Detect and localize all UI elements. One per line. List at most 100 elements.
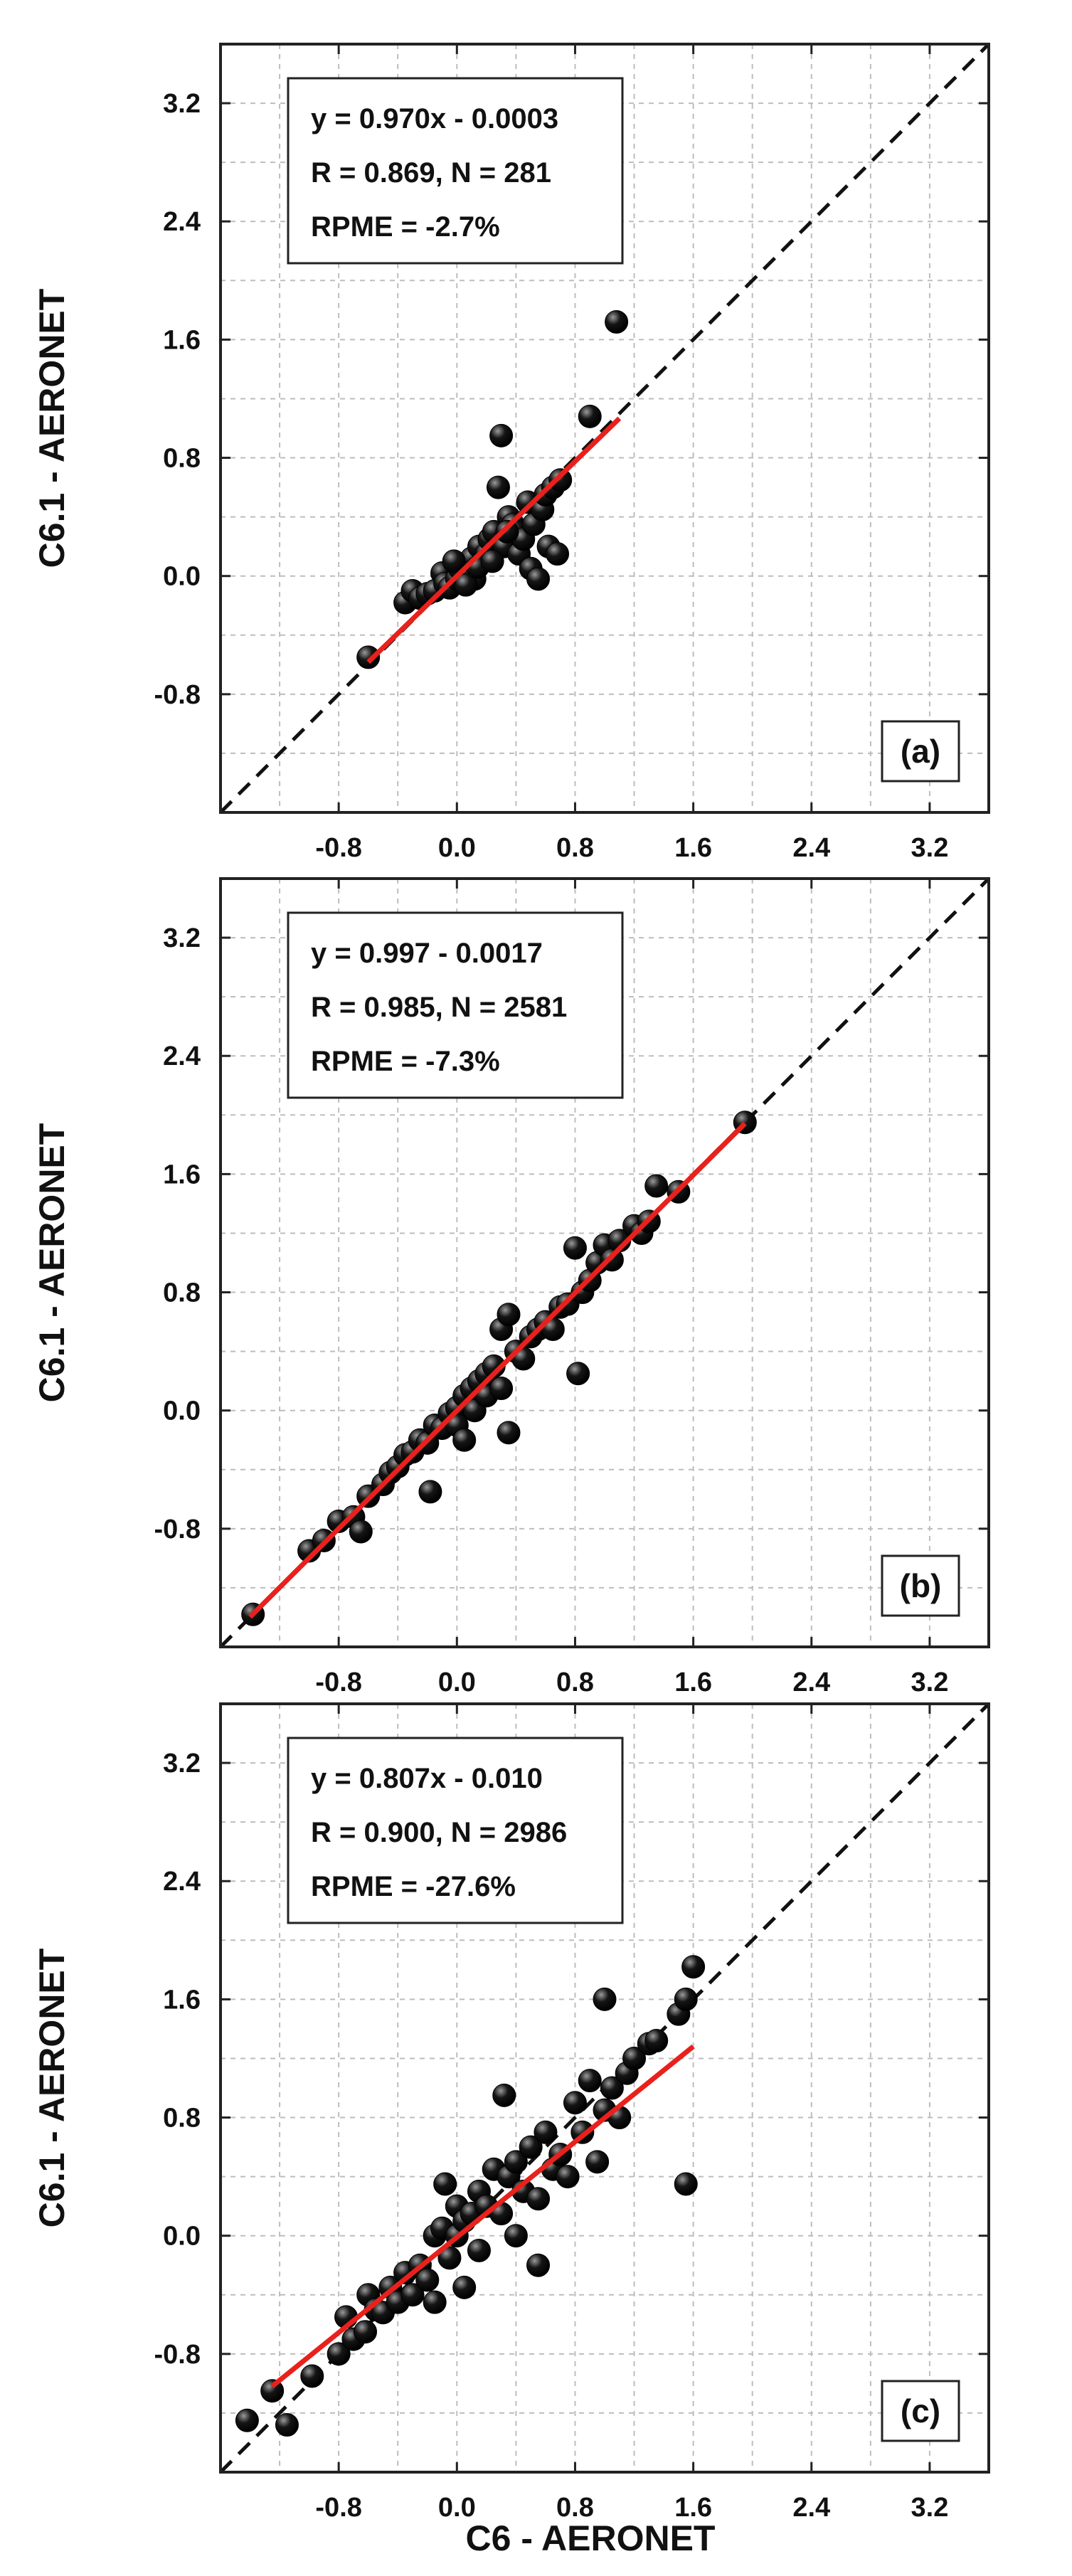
- data-point: [526, 567, 551, 591]
- data-point: [433, 2172, 457, 2196]
- data-point: [480, 549, 504, 573]
- x-tick-label: 3.2: [911, 833, 949, 863]
- stats-box: [287, 77, 624, 265]
- data-point: [563, 1236, 587, 1260]
- data-point: [454, 573, 478, 597]
- data-point: [467, 2238, 491, 2262]
- scatter-panel-c: -0.8 0.0 0.8 1.6 2.4 3.2 -0.8 0.0 0.8 1.6 2.4 3.2 C6…: [32, 1702, 990, 2523]
- data-point: [546, 542, 570, 566]
- shared-x-axis-label: C6 - AERONET: [466, 2518, 716, 2558]
- data-point: [504, 2150, 528, 2174]
- data-point: [275, 2413, 299, 2437]
- x-tick-label: -0.8: [315, 833, 361, 863]
- stats-line: y = 0.807x - 0.010: [311, 1763, 543, 1794]
- data-point: [534, 2120, 558, 2144]
- x-tick-label: 2.4: [792, 2493, 830, 2523]
- regression-line: [270, 2044, 695, 2389]
- data-point: [585, 2150, 610, 2174]
- data-point: [423, 2290, 447, 2314]
- data-point: [442, 549, 466, 573]
- y-tick-label: 2.4: [163, 1867, 201, 1897]
- data-point: [644, 2029, 669, 2053]
- scatter-panel-b: -0.8 0.0 0.8 1.6 2.4 3.2 -0.8 0.0 0.8 1.6 2.4 3.2 C6…: [32, 877, 990, 1697]
- data-point: [578, 2069, 602, 2093]
- data-point: [349, 1520, 373, 1544]
- y-tick-label: 2.4: [163, 1041, 201, 1071]
- data-point: [497, 1421, 521, 1445]
- data-point: [356, 645, 381, 669]
- panel-tag-box: [881, 2380, 960, 2442]
- stats-line: R = 0.985, N = 2581: [311, 992, 567, 1023]
- panel-tag-label: (c): [901, 2392, 940, 2429]
- data-point: [482, 1354, 506, 1378]
- regression-line: [248, 1121, 747, 1619]
- data-point: [489, 423, 514, 447]
- data-point: [548, 468, 573, 492]
- x-tick-label: 0.8: [556, 2493, 594, 2523]
- data-point: [526, 2253, 551, 2277]
- data-point: [489, 1377, 514, 1401]
- y-tick-label: -0.8: [154, 1515, 201, 1544]
- data-point: [235, 2408, 259, 2432]
- data-point: [566, 1362, 590, 1386]
- data-point: [492, 2083, 516, 2107]
- data-point: [644, 1174, 669, 1198]
- regression-line: [366, 416, 622, 664]
- y-tick-label: 2.4: [163, 207, 201, 237]
- data-point: [452, 1428, 477, 1452]
- data-point: [300, 2364, 324, 2388]
- stats-line: y = 0.970x - 0.0003: [311, 103, 558, 134]
- data-point: [327, 2342, 351, 2366]
- y-tick-label: 0.0: [163, 562, 201, 592]
- x-tick-label: 0.8: [556, 833, 594, 863]
- identity-line: [221, 44, 989, 812]
- data-point: [526, 2187, 551, 2211]
- y-axis-label: C6.1 - AERONET: [32, 1949, 72, 2228]
- data-point: [418, 1480, 442, 1504]
- data-point: [600, 2076, 624, 2100]
- panel-tag-label: (a): [901, 733, 940, 770]
- data-point: [400, 2283, 425, 2307]
- x-tick-label: -0.8: [315, 2493, 361, 2523]
- data-point: [681, 1955, 706, 1979]
- data-point: [504, 2224, 528, 2248]
- stats-line: R = 0.869, N = 281: [311, 157, 551, 189]
- data-point: [437, 2246, 462, 2270]
- stats-line: R = 0.900, N = 2986: [311, 1817, 567, 1848]
- x-tick-label: 3.2: [911, 2493, 949, 2523]
- x-tick-label: -0.8: [315, 1668, 361, 1697]
- x-tick-label: 3.2: [911, 1668, 949, 1697]
- data-point: [674, 2172, 698, 2196]
- data-point: [354, 2320, 378, 2344]
- data-point: [578, 404, 602, 428]
- x-tick-label: 0.8: [556, 1668, 594, 1697]
- y-tick-label: 3.2: [163, 923, 201, 953]
- plot-frame: [219, 1702, 990, 2474]
- stats-box: [287, 911, 624, 1099]
- y-tick-label: 1.6: [163, 1985, 201, 2015]
- y-tick-label: 0.0: [163, 2222, 201, 2252]
- data-point: [563, 2091, 587, 2115]
- x-tick-label: 2.4: [792, 833, 830, 863]
- y-tick-label: 1.6: [163, 1160, 201, 1189]
- x-tick-label: 1.6: [674, 1668, 712, 1697]
- panel-tag-label: (b): [900, 1567, 942, 1604]
- data-point: [593, 1987, 617, 2011]
- plot-frame: [219, 43, 990, 814]
- y-axis-label: C6.1 - AERONET: [32, 1123, 72, 1403]
- data-point: [452, 2275, 477, 2299]
- stats-box: [287, 1737, 624, 1924]
- plot-frame: [219, 877, 990, 1648]
- y-tick-label: 0.8: [163, 444, 201, 474]
- data-point: [415, 2268, 440, 2292]
- x-tick-label: 1.6: [674, 2493, 712, 2523]
- y-tick-label: 3.2: [163, 1749, 201, 1779]
- data-point: [622, 2046, 647, 2070]
- data-point: [260, 2379, 285, 2403]
- data-point: [674, 1987, 698, 2011]
- y-tick-label: 0.8: [163, 2104, 201, 2134]
- y-tick-label: 1.6: [163, 325, 201, 355]
- y-tick-label: -0.8: [154, 680, 201, 710]
- stats-line: RPME = -7.3%: [311, 1046, 500, 1077]
